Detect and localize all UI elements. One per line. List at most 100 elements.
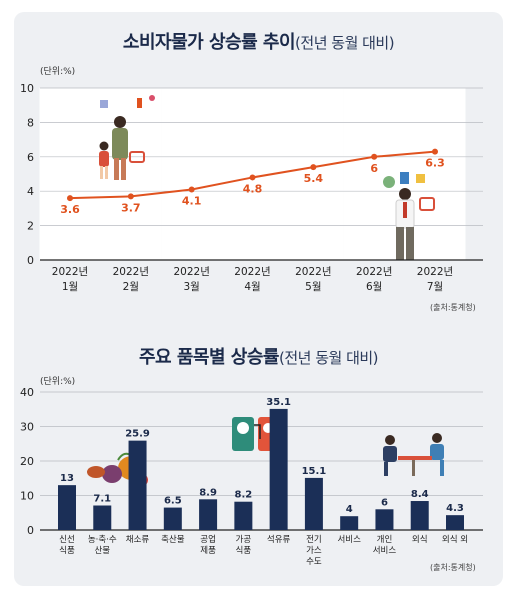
y-tick-label: 8	[27, 116, 34, 129]
data-point	[67, 195, 73, 202]
data-label: 8.4	[411, 489, 429, 500]
data-label: 25.9	[125, 429, 150, 440]
x-tick-label: 채소류	[126, 534, 150, 545]
x-tick-label: 공업	[200, 535, 216, 545]
line-chart: 0 2 4 6 8 10 3.6 3.7 4.1 4.8 5.4 6 6.3 2022년 1월 2022년 2월…	[20, 82, 483, 293]
x-tick-label: 식품	[59, 546, 75, 556]
x-tick-label: 수도	[306, 557, 322, 567]
x-tick-label: 3월	[183, 281, 199, 293]
data-label: 3.7	[121, 201, 141, 214]
category-stripe	[39, 88, 101, 260]
data-label: 7.1	[93, 494, 111, 505]
shopper-illustration	[99, 95, 155, 180]
x-tick-label: 산물	[94, 545, 110, 556]
x-tick-label: 2022년	[173, 266, 209, 278]
x-tick-label: 가스	[306, 546, 322, 556]
line-chart-unit: (단위:%)	[40, 67, 76, 77]
data-point	[432, 148, 438, 155]
x-tick-label: 외식 외	[442, 534, 468, 545]
data-label: 4	[346, 504, 353, 515]
data-point	[371, 153, 378, 160]
y-tick-label: 30	[20, 421, 34, 434]
bar	[304, 477, 323, 530]
bar	[199, 499, 218, 530]
y-tick-label: 6	[27, 151, 34, 164]
data-label: 35.1	[266, 397, 291, 408]
bar	[128, 440, 147, 530]
y-tick-label: 10	[20, 82, 34, 95]
line-chart-background	[39, 87, 483, 261]
x-tick-label: 2022년	[113, 266, 149, 278]
bar-chart-subtitle: (전년 동월 대비)	[278, 349, 379, 367]
bar	[234, 501, 253, 530]
line-chart-title-main: 소비자물가 상승률 추이	[122, 32, 296, 53]
bar	[375, 509, 394, 530]
x-tick-label: 1월	[62, 281, 78, 293]
bar-chart-title: 주요 품목별 상승률(전년 동월 대비)	[0, 343, 517, 369]
x-tick-label: 제품	[200, 546, 216, 556]
x-tick-label: 농·축·수	[88, 535, 117, 545]
category-stripe	[343, 88, 405, 260]
data-label: 13	[60, 473, 74, 484]
x-tick-label: 2022년	[295, 266, 331, 278]
x-tick-label: 2022년	[356, 266, 392, 278]
data-label: 5.4	[304, 172, 324, 185]
data-point	[188, 186, 195, 193]
y-tick-label: 0	[27, 254, 34, 267]
data-point	[310, 164, 317, 171]
data-label: 4.8	[243, 182, 263, 195]
x-tick-label: 개인	[377, 534, 393, 545]
data-label: 3.6	[60, 203, 80, 216]
x-tick-label: 신선	[59, 535, 75, 545]
x-tick-label: 2022년	[52, 266, 88, 278]
category-stripe	[100, 88, 162, 260]
line-chart-source: (출처:통계청)	[430, 303, 476, 312]
x-tick-label: 식품	[236, 546, 252, 556]
data-label: 4.3	[446, 503, 464, 514]
x-tick-label: 석유류	[267, 534, 291, 545]
data-label: 8.9	[199, 487, 217, 498]
category-stripe	[404, 88, 466, 260]
data-label: 6.5	[164, 496, 182, 507]
y-tick-label: 0	[27, 524, 34, 537]
y-tick-label: 10	[20, 490, 34, 503]
data-label: 8.2	[235, 490, 253, 501]
diners-illustration	[383, 433, 444, 476]
x-tick-label: 2022년	[234, 266, 270, 278]
category-stripe	[282, 88, 344, 260]
bar-chart-unit: (단위:%)	[40, 377, 76, 387]
x-tick-label: 서비스	[337, 535, 361, 545]
y-tick-label: 20	[20, 455, 34, 468]
bar	[58, 485, 76, 530]
x-tick-label: 2022년	[417, 266, 453, 278]
data-label: 6.3	[425, 157, 445, 170]
bar	[269, 408, 288, 530]
x-tick-label: 외식	[412, 534, 428, 545]
x-tick-label: 2월	[123, 281, 139, 293]
bar-chart-title-main: 주요 품목별 상승률	[138, 347, 280, 368]
x-tick-label: 4월	[244, 281, 260, 293]
x-tick-label: 가공	[236, 535, 252, 545]
line-chart-subtitle: (전년 동월 대비)	[295, 34, 395, 52]
bar-chart-source: (출처:통계청)	[430, 563, 476, 572]
category-stripe	[161, 88, 223, 260]
data-label: 4.1	[182, 194, 202, 207]
data-label: 6	[381, 497, 388, 508]
y-tick-label: 40	[20, 386, 34, 399]
line-chart-title: 소비자물가 상승률 추이(전년 동월 대비)	[0, 28, 517, 54]
x-tick-label: 7월	[427, 281, 443, 293]
x-tick-label: 6월	[366, 281, 382, 293]
x-tick-label: 전기	[306, 534, 322, 545]
bar	[340, 516, 359, 530]
y-tick-label: 4	[27, 185, 34, 198]
x-tick-label: 축산물	[161, 534, 185, 545]
bar	[446, 515, 464, 530]
data-point	[249, 174, 256, 181]
data-label: 6	[370, 162, 378, 175]
x-tick-label: 서비스	[373, 546, 397, 556]
y-tick-label: 2	[27, 220, 34, 233]
data-point	[127, 193, 134, 200]
x-tick-label: 5월	[305, 281, 321, 293]
data-label: 15.1	[302, 466, 327, 477]
